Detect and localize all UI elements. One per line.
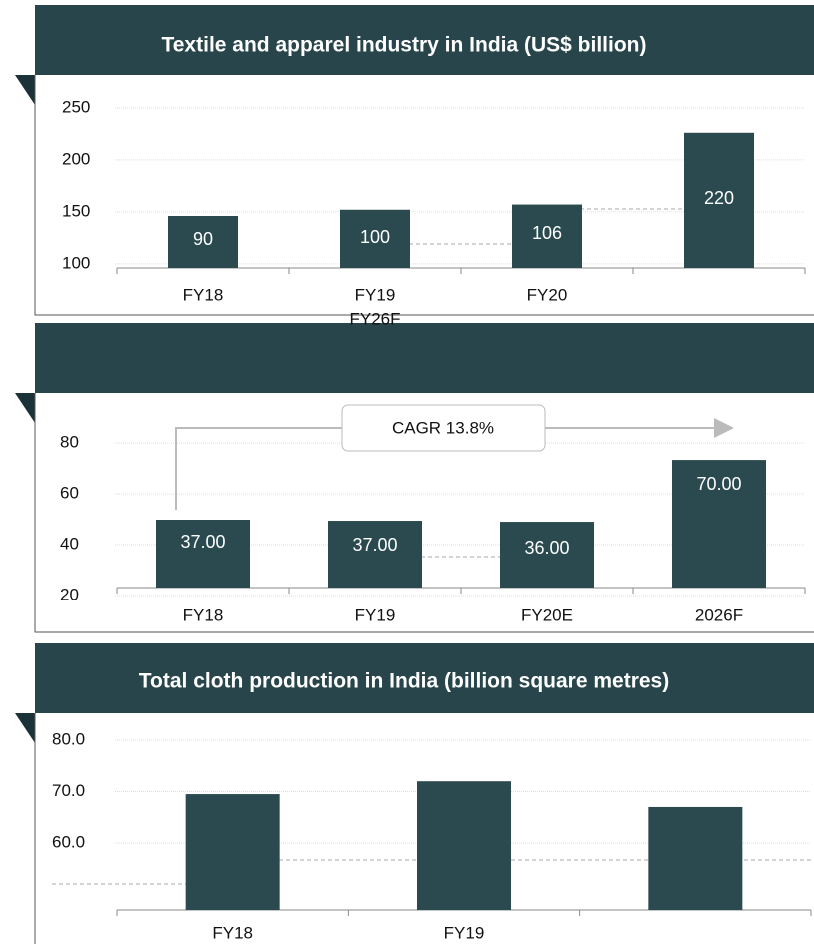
bar-annotation: 70.00 (696, 474, 741, 494)
x-tick-label: FY20E (521, 605, 573, 624)
y-tick-label: 80.0 (52, 729, 85, 748)
y-tick-label: 80 (60, 432, 79, 451)
bar (648, 806, 743, 910)
bar (168, 216, 238, 268)
bar-annotation: 106 (532, 223, 562, 243)
x-tick-label: FY18 (212, 923, 253, 942)
bar (328, 521, 422, 588)
x-tick-label: 2026F (695, 605, 743, 624)
chart: 100 150 200 250 (62, 97, 806, 274)
chart-title: Textile and apparel industry in India (U… (161, 34, 646, 57)
header-band (35, 323, 814, 393)
chart-title: Total cloth production in India (billion… (139, 670, 669, 693)
y-tick-label: 60 (60, 483, 79, 502)
x-tick-label: FY19 (355, 605, 396, 624)
y-tick-label: 250 (62, 97, 90, 116)
bar-annotation: 100 (360, 227, 390, 247)
header-band (35, 643, 814, 713)
x-tick-label: FY20 (527, 285, 568, 304)
bar (156, 520, 250, 588)
x-tick-label: FY19 (355, 285, 396, 304)
x-tick-label: FY19 (444, 923, 485, 942)
y-tick-label: 150 (62, 201, 90, 220)
bar (512, 204, 582, 268)
header-band (35, 5, 814, 75)
y-tick-label: 40 (60, 534, 79, 553)
bar-annotation: 37.00 (352, 535, 397, 555)
stray-label: FY26F (349, 309, 400, 328)
corner (15, 713, 35, 743)
bar (340, 209, 410, 268)
corner (15, 75, 35, 105)
x-tick-label: FY18 (183, 285, 224, 304)
y-tick-label: 20 (60, 585, 79, 604)
panel-border (34, 75, 814, 316)
bar-annotation: 37.00 (180, 532, 225, 552)
bar-annotation: 36.00 (524, 538, 569, 558)
bar (500, 522, 594, 588)
cagr-label: CAGR 13.8% (392, 418, 494, 437)
bar-annotation: 90 (193, 229, 213, 249)
bar (672, 460, 766, 588)
chart: 60.0 70.0 80.0 (52, 729, 814, 916)
bar-annotation: 220 (704, 188, 734, 208)
panel-border (34, 393, 814, 633)
y-tick-label: 200 (62, 149, 90, 168)
bar (684, 132, 754, 268)
cagr-box (341, 404, 546, 452)
bar (417, 781, 511, 910)
x-tick-label: FY18 (183, 605, 224, 624)
bar (185, 794, 280, 910)
corner (15, 393, 35, 423)
y-tick-label: 70.0 (52, 781, 85, 800)
y-tick-label: 100 (62, 253, 90, 272)
chart: 20 40 60 80 (60, 432, 806, 604)
y-tick-label: 60.0 (52, 832, 85, 851)
